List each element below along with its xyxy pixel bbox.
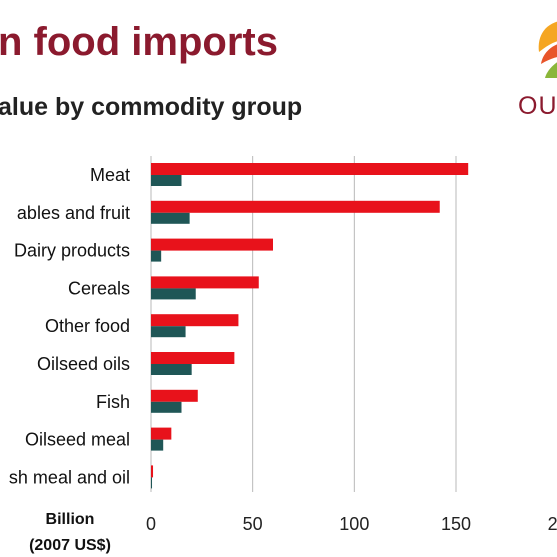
logo-sun-arc <box>538 21 557 52</box>
logo-leaf-lower <box>545 62 557 78</box>
bar-series-1 <box>151 314 239 327</box>
x-axis-unit-line-1: Billion <box>46 511 95 528</box>
page-subtitle: alue by commodity group <box>0 93 303 121</box>
bar-series-2 <box>151 250 162 262</box>
bar-series-1 <box>151 389 198 402</box>
bar-series-1 <box>151 163 469 175</box>
category-label: Oilseed meal <box>25 430 130 450</box>
logo-leaf-upper <box>541 44 557 64</box>
logo-text: OUT <box>518 92 557 120</box>
category-label: Fish <box>96 392 130 412</box>
bar-series-1 <box>151 238 273 251</box>
bar-series-2 <box>151 439 164 451</box>
category-labels: Meat ables and fruit Dairy products Cereals… <box>9 165 130 487</box>
x-tick-label: 0 <box>146 514 156 534</box>
bar-series-1 <box>151 200 440 213</box>
category-label: Cereals <box>68 278 130 298</box>
category-label: Dairy products <box>14 241 130 261</box>
category-label: sh meal and oil <box>9 467 130 487</box>
bar-series-2 <box>151 364 192 375</box>
bar-series-2 <box>151 288 196 300</box>
x-axis-unit-line-2: (2007 US$) <box>29 537 111 554</box>
page-title: n food imports <box>0 20 278 64</box>
category-label: ables and fruit <box>17 203 130 223</box>
bar-series-1 <box>151 427 172 440</box>
x-tick-labels: 0 50 100 150 20 <box>146 514 557 534</box>
category-label: Other food <box>45 316 130 336</box>
bar-series-2 <box>151 212 190 224</box>
category-label: Meat <box>90 165 130 185</box>
x-tick-label: 100 <box>339 514 369 534</box>
chart-bars <box>151 163 469 489</box>
bar-series-1 <box>151 276 259 289</box>
bar-series-2 <box>151 477 153 489</box>
category-label: Oilseed oils <box>37 354 130 374</box>
bar-series-1 <box>151 352 235 364</box>
sunrise-logo-icon <box>538 21 557 78</box>
x-tick-label: 150 <box>441 514 471 534</box>
bar-series-1 <box>151 465 154 478</box>
bar-series-2 <box>151 175 182 186</box>
bar-series-2 <box>151 326 186 338</box>
x-tick-label: 20 <box>548 514 557 534</box>
x-tick-label: 50 <box>243 514 263 534</box>
bar-series-2 <box>151 401 182 413</box>
